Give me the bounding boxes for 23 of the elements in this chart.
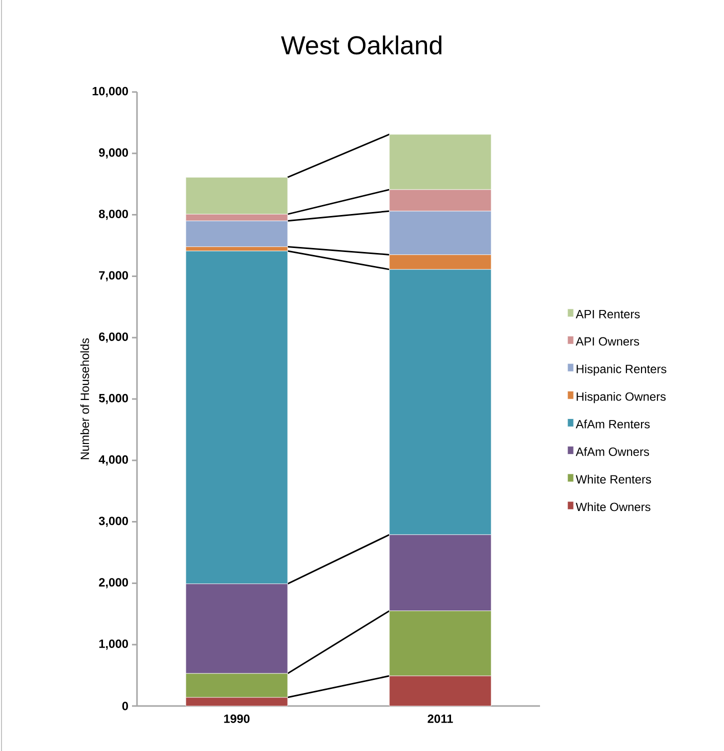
y-tick-label: 2,000 (98, 578, 128, 588)
y-tick-label: 5,000 (98, 394, 128, 404)
legend-label: White Renters (576, 474, 652, 484)
legend-label: AfAm Renters (576, 420, 650, 428)
y-tick-label: 10,000 (92, 86, 128, 98)
chart-title: West Oakland (281, 35, 442, 54)
y-axis-title: Number of Households (80, 338, 90, 460)
y-tick-label: 4,000 (98, 455, 128, 466)
x-tick-label: 2011 (428, 714, 453, 723)
y-tick-label: 8,000 (98, 210, 128, 220)
legend-label: White Owners (576, 502, 650, 512)
legend-label: Hispanic Owners (576, 392, 666, 404)
x-tick-label: 1990 (224, 714, 250, 723)
y-tick-label: 7,000 (99, 271, 128, 282)
y-tick-label: 3,000 (98, 516, 128, 527)
y-tick-label: 9,000 (98, 148, 128, 158)
y-tick-label: 1,000 (99, 640, 128, 650)
legend-label: Hispanic Renters (576, 364, 666, 376)
legend-label: API Renters (576, 310, 640, 318)
legend-label: AfAm Owners (576, 447, 650, 456)
y-tick-label: 6,000 (99, 332, 128, 343)
y-tick-label: 0 (122, 702, 128, 710)
legend-label: API Owners (576, 337, 640, 346)
